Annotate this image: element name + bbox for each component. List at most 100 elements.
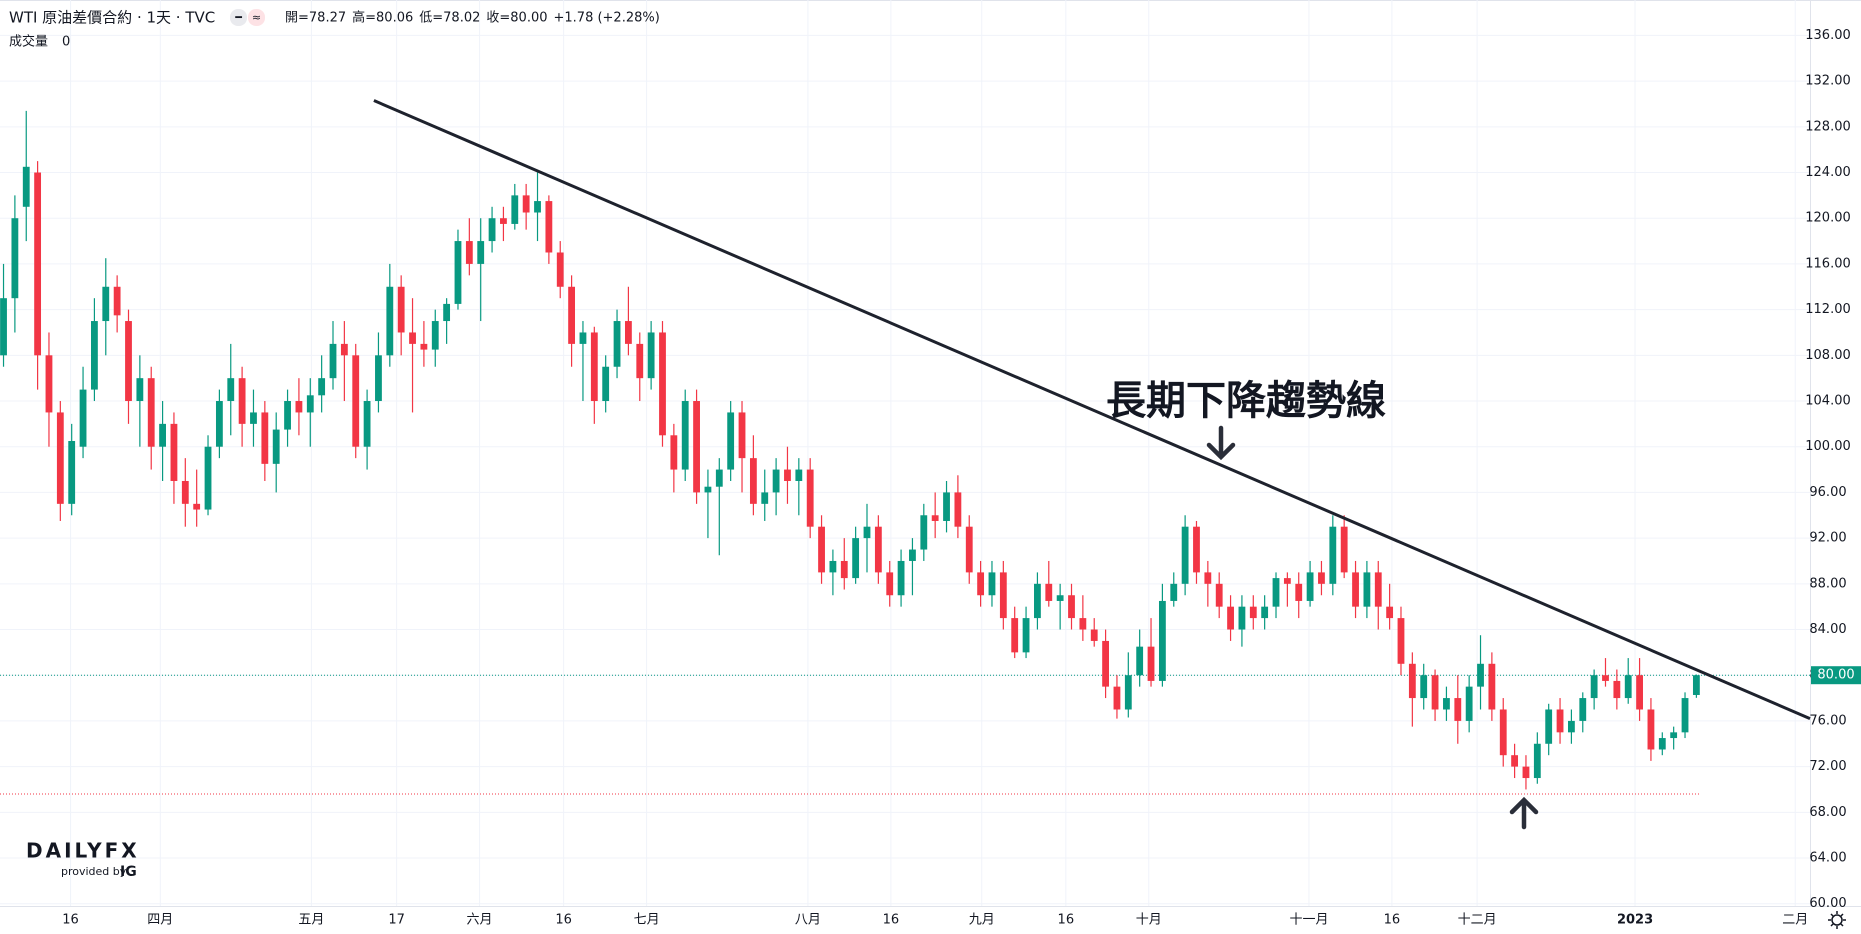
candle-body: [68, 441, 76, 504]
candle-body: [727, 412, 735, 470]
candle-body: [340, 343, 348, 356]
candle-body: [1408, 663, 1416, 699]
candle-body: [659, 332, 666, 436]
candle-body: [215, 401, 223, 447]
x-tick-label: 十月: [1136, 913, 1162, 928]
watermark-partner: IG: [120, 864, 137, 880]
y-tick-label: 128.00: [1805, 119, 1851, 134]
candle-body: [261, 412, 269, 464]
badge-text: ≈: [252, 11, 261, 24]
up-arrow: [1509, 796, 1539, 830]
candle-body: [693, 401, 700, 493]
candle-body: [1102, 640, 1109, 687]
y-tick-label: 120.00: [1805, 211, 1851, 226]
candle-body: [159, 423, 166, 447]
settings-gear[interactable]: [1831, 914, 1843, 926]
x-tick-label: 七月: [634, 913, 660, 928]
y-tick-label: 136.00: [1805, 28, 1851, 43]
volume-label: 成交量: [9, 34, 48, 50]
candle-body: [1238, 606, 1246, 630]
candle-body: [272, 429, 280, 464]
candle-body: [250, 412, 257, 424]
candle-body: [1204, 572, 1212, 584]
candle-body: [1079, 618, 1087, 630]
plot: [0, 0, 1811, 906]
candle-body: [1397, 618, 1405, 664]
candle-body: [136, 378, 144, 402]
candle-body: [1636, 675, 1643, 710]
x-tick-label: 2023: [1617, 913, 1653, 928]
candle-body: [965, 526, 973, 573]
candle-body: [45, 355, 53, 413]
candle-body: [488, 218, 496, 242]
candle-body: [840, 560, 848, 579]
x-tick-label: 九月: [969, 913, 995, 928]
candle-body: [375, 355, 382, 402]
candle-body: [1374, 572, 1382, 607]
candle-body: [0, 298, 7, 356]
candle-body: [1306, 572, 1314, 601]
y-tick-label: 60.00: [1809, 896, 1846, 911]
ohlc-header: ━ ≈ 開= 78.27 高= 80.06 低= 78.02 收= 80.00 +1.78 (+2.…: [230, 9, 660, 26]
candle-body: [749, 458, 757, 504]
x-tick-label: 16: [62, 913, 79, 928]
candle-body: [556, 252, 564, 287]
candle-body: [1386, 606, 1394, 619]
candle-body: [1170, 583, 1178, 601]
candle-body: [886, 572, 894, 596]
candle-body: [318, 378, 326, 396]
candle-body: [897, 560, 905, 596]
candle-body: [522, 195, 530, 213]
settings-teeth[interactable]: [1828, 911, 1846, 929]
candle-body: [1556, 709, 1564, 733]
candle-body: [624, 321, 632, 344]
candle-body: [1681, 698, 1689, 733]
candle-body: [977, 572, 985, 596]
candle-body: [920, 515, 928, 550]
ohlc-label: 高=: [352, 10, 376, 26]
candle-body: [431, 321, 439, 350]
candle-body: [420, 343, 428, 350]
candle-body: [829, 560, 837, 573]
candle-body: [1579, 698, 1587, 721]
candle-body: [1590, 675, 1598, 699]
candle-body: [1227, 606, 1234, 630]
candle-body: [1022, 618, 1030, 653]
candle-body: [670, 435, 678, 470]
x-tick-label: 六月: [467, 913, 493, 928]
candle-body: [1545, 709, 1553, 744]
candle-body: [1613, 680, 1621, 699]
trendline: [373, 99, 1811, 721]
candle-body: [1465, 686, 1473, 721]
candle-body: [91, 321, 98, 390]
candle-body: [590, 332, 598, 402]
candle-body: [863, 526, 871, 539]
candle-body: [1624, 675, 1632, 699]
x-tick-label: 16: [1384, 913, 1401, 928]
candle-body: [1295, 583, 1303, 601]
settings-icon[interactable]: [1828, 911, 1846, 929]
candle-body: [647, 332, 655, 379]
candle-body: [1431, 675, 1439, 710]
candle-body: [795, 469, 803, 481]
candle-body: [1124, 675, 1132, 710]
candle-body: [1692, 675, 1700, 695]
candle-body: [306, 395, 314, 413]
ohlc-label: 開=: [285, 11, 309, 26]
candle-body: [1147, 646, 1155, 681]
watermark-brand: DAILYFX: [26, 839, 140, 863]
candle-body: [545, 201, 553, 253]
badge: [230, 9, 247, 26]
candle-body: [704, 486, 712, 493]
price-label: 80.00: [1817, 668, 1854, 683]
ohlc-value: 80.06: [376, 11, 413, 26]
candle-body: [988, 572, 996, 596]
candle-body: [1056, 595, 1064, 601]
ohlc-value: 78.27: [309, 11, 346, 26]
candle-body: [329, 343, 337, 379]
y-tick-label: 96.00: [1809, 485, 1846, 500]
candle-body: [1181, 526, 1189, 584]
candle-body: [579, 332, 587, 344]
ohlc-value: 80.00: [510, 11, 547, 26]
candle-body: [352, 355, 360, 447]
